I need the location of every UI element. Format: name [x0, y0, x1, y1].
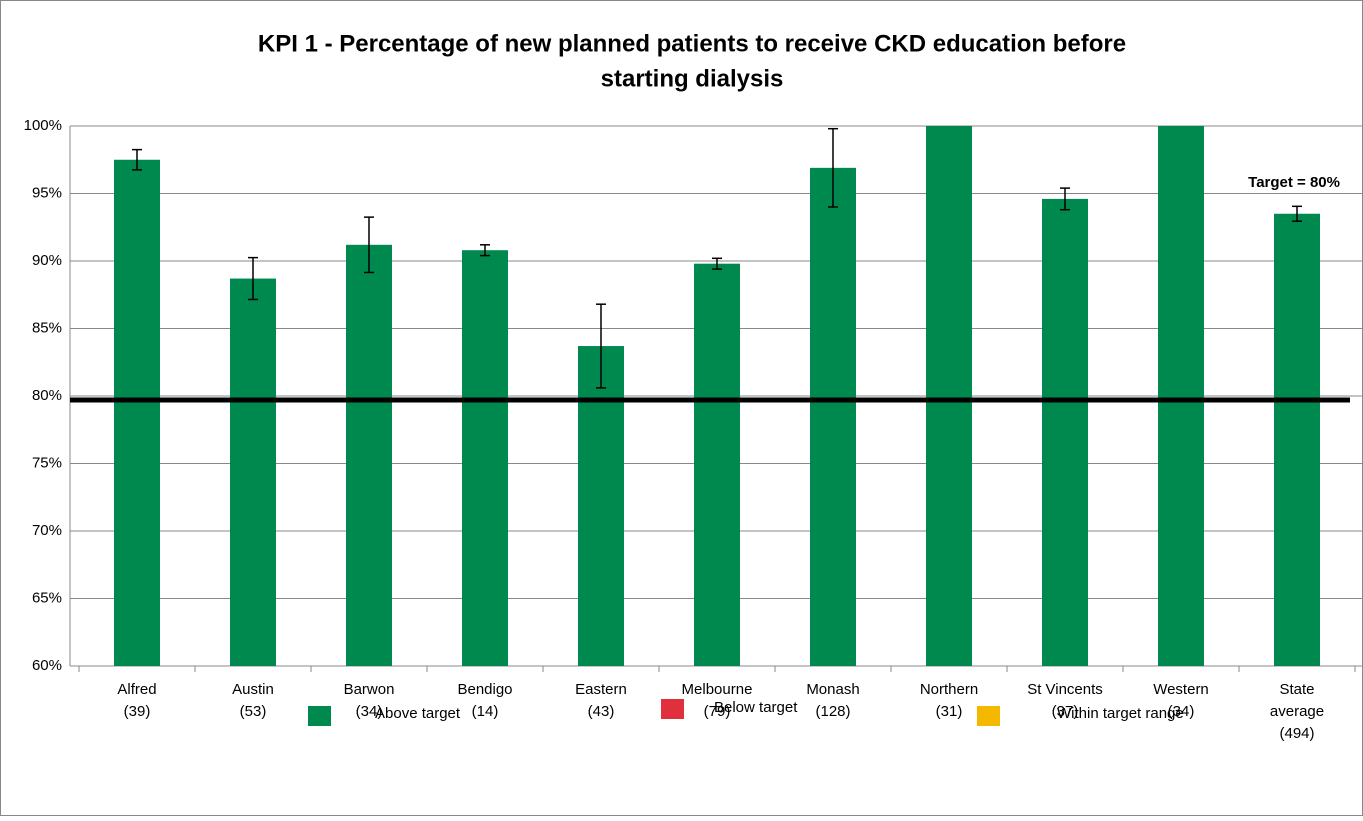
- x-tick-label: Melbourne: [682, 681, 753, 698]
- legend-swatch: [661, 699, 684, 719]
- x-tick-label: Bendigo: [457, 681, 512, 698]
- x-tick-label: Alfred: [117, 681, 156, 698]
- x-tick-label: Eastern: [575, 681, 627, 698]
- x-tick-label: (39): [124, 703, 151, 720]
- x-tick-label: Western: [1153, 681, 1209, 698]
- x-tick-label: Northern: [920, 681, 978, 698]
- y-tick-label: 60%: [32, 657, 62, 674]
- error-bar: [1060, 187, 1070, 211]
- x-tick-label: average: [1270, 703, 1324, 720]
- x-tick-label: (53): [240, 703, 267, 720]
- x-tick-label: (34): [356, 703, 383, 720]
- y-tick-label: 70%: [32, 522, 62, 539]
- y-tick-label: 85%: [32, 319, 62, 336]
- error-bar: [248, 256, 258, 301]
- bar: [462, 250, 508, 666]
- x-tick-label: (31): [936, 703, 963, 720]
- x-tick-label: (37): [1052, 703, 1079, 720]
- x-tick-label: (494): [1279, 725, 1314, 742]
- bar: [1158, 126, 1204, 666]
- y-tick-label: 80%: [32, 387, 62, 404]
- error-bar: [132, 148, 142, 171]
- x-tick-label: Austin: [232, 681, 274, 698]
- bar: [926, 126, 972, 666]
- x-tick-label: St Vincents: [1027, 681, 1103, 698]
- bar: [346, 244, 392, 667]
- legend-label: Within target range: [1057, 705, 1184, 722]
- bar: [1042, 198, 1088, 666]
- legend-label: Below target: [714, 699, 798, 716]
- bar: [578, 346, 624, 666]
- bar: [810, 167, 856, 666]
- y-tick-label: 90%: [32, 252, 62, 269]
- x-tick-label: (14): [472, 703, 499, 720]
- legend-swatch: [977, 706, 1000, 726]
- error-bar: [364, 216, 374, 274]
- x-tick-label: (34): [1168, 703, 1195, 720]
- x-tick-label: (128): [815, 703, 850, 720]
- legend-label: Above target: [375, 705, 461, 722]
- error-bar: [1292, 205, 1302, 222]
- error-bar: [480, 244, 490, 257]
- x-tick-label: (79): [704, 703, 731, 720]
- y-tick-label: 75%: [32, 454, 62, 471]
- bar: [694, 263, 740, 666]
- y-tick-label: 95%: [32, 184, 62, 201]
- x-tick-label: (43): [588, 703, 615, 720]
- chart-title: KPI 1 - Percentage of new planned patien…: [258, 30, 1126, 57]
- error-bar: [828, 127, 838, 208]
- bar: [114, 159, 160, 666]
- error-bar: [596, 303, 606, 389]
- bar: [230, 278, 276, 666]
- x-tick-label: State: [1279, 681, 1314, 698]
- bar: [1274, 213, 1320, 666]
- chart-title: starting dialysis: [601, 65, 784, 92]
- target-label: Target = 80%: [1248, 174, 1340, 191]
- x-tick-label: Barwon: [344, 681, 395, 698]
- y-tick-label: 65%: [32, 589, 62, 606]
- x-tick-label: Monash: [806, 681, 859, 698]
- error-bar: [712, 257, 722, 270]
- y-tick-label: 100%: [24, 117, 62, 134]
- legend-swatch: [308, 706, 331, 726]
